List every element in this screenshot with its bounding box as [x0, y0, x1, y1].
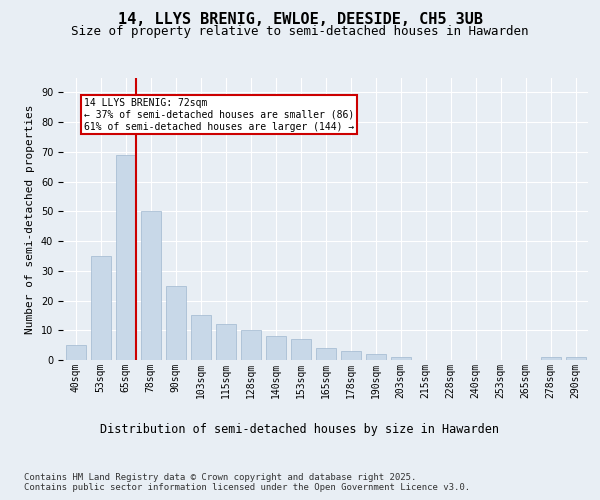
Bar	[365, 354, 386, 360]
Bar	[166, 286, 185, 360]
Text: Distribution of semi-detached houses by size in Hawarden: Distribution of semi-detached houses by …	[101, 422, 499, 436]
Bar	[341, 351, 361, 360]
Text: 14 LLYS BRENIG: 72sqm
← 37% of semi-detached houses are smaller (86)
61% of semi: 14 LLYS BRENIG: 72sqm ← 37% of semi-deta…	[84, 98, 355, 132]
Bar	[65, 345, 86, 360]
Bar	[191, 316, 211, 360]
Bar	[140, 212, 161, 360]
Bar	[215, 324, 235, 360]
Text: Size of property relative to semi-detached houses in Hawarden: Size of property relative to semi-detach…	[71, 25, 529, 38]
Y-axis label: Number of semi-detached properties: Number of semi-detached properties	[25, 104, 35, 334]
Text: Contains public sector information licensed under the Open Government Licence v3: Contains public sector information licen…	[24, 484, 470, 492]
Bar	[290, 339, 311, 360]
Bar	[541, 357, 560, 360]
Bar	[265, 336, 286, 360]
Bar	[241, 330, 260, 360]
Text: 14, LLYS BRENIG, EWLOE, DEESIDE, CH5 3UB: 14, LLYS BRENIG, EWLOE, DEESIDE, CH5 3UB	[118, 12, 482, 28]
Bar	[115, 155, 136, 360]
Bar	[566, 357, 586, 360]
Bar	[316, 348, 335, 360]
Bar	[391, 357, 410, 360]
Text: Contains HM Land Registry data © Crown copyright and database right 2025.: Contains HM Land Registry data © Crown c…	[24, 472, 416, 482]
Bar	[91, 256, 110, 360]
